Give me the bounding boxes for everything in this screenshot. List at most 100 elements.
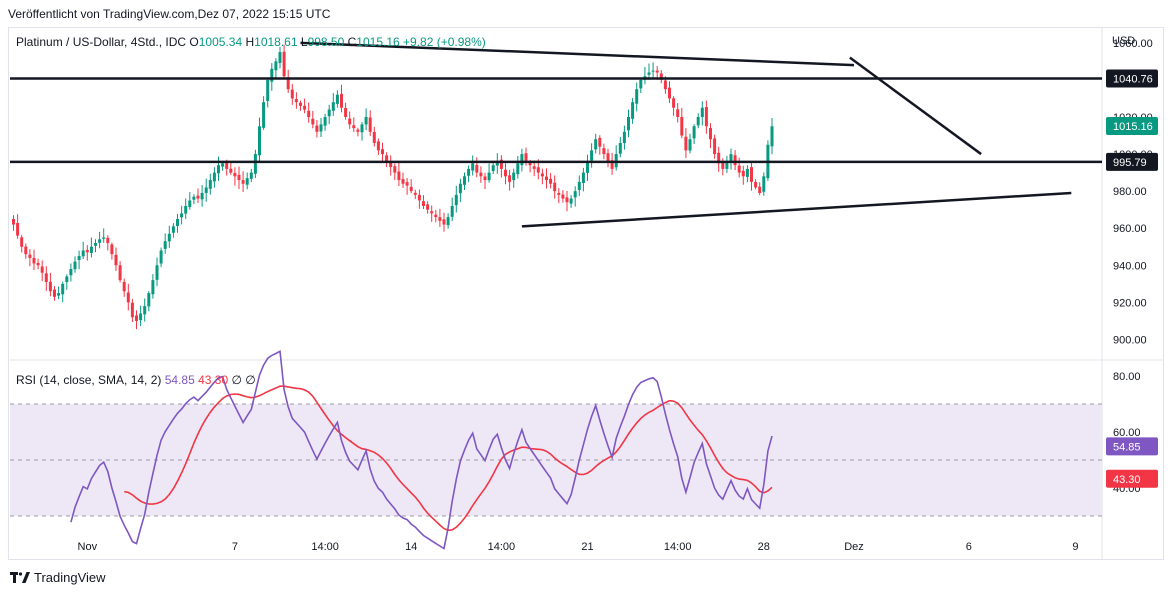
footer-brand[interactable]: TradingView bbox=[10, 570, 106, 585]
open-value: 1005.34 bbox=[198, 35, 243, 49]
candle-body bbox=[655, 70, 659, 73]
price-tag: 1015.16 bbox=[1106, 116, 1158, 135]
symbol-label: Platinum / US-Dollar, 4Std., IDC bbox=[16, 35, 187, 49]
rsi-tick-label: 60.00 bbox=[1113, 427, 1141, 439]
price-tick-label: 940.00 bbox=[1113, 260, 1147, 272]
candle-body bbox=[483, 176, 487, 181]
candle-body bbox=[598, 137, 602, 147]
tradingview-logo-icon bbox=[10, 571, 30, 583]
candle-body bbox=[258, 126, 261, 156]
candle-body bbox=[249, 172, 253, 179]
candle-body bbox=[663, 80, 667, 90]
candle-body bbox=[618, 142, 622, 154]
time-tick-label: Nov bbox=[78, 541, 98, 553]
candle-body bbox=[389, 161, 393, 168]
price-tick-label: 1060.00 bbox=[1113, 38, 1153, 50]
candle-body bbox=[282, 51, 286, 77]
candle-body bbox=[737, 165, 741, 173]
candle-body bbox=[372, 132, 376, 143]
open-label: O bbox=[189, 35, 199, 49]
candle-body bbox=[651, 70, 655, 72]
candle-body bbox=[376, 141, 380, 151]
time-axis: Nov 7 14:00 14 14:00 21 14:00 28 Dez 6 9 bbox=[78, 541, 1079, 553]
candle-body bbox=[454, 194, 458, 206]
candle-body bbox=[48, 281, 52, 292]
candle-body bbox=[89, 246, 93, 253]
candle-body bbox=[176, 218, 179, 227]
rsi-legend[interactable]: RSI (14, close, SMA, 14, 2) 54.85 43.30 … bbox=[16, 373, 256, 387]
candle-body bbox=[245, 178, 249, 185]
candle-body bbox=[754, 182, 758, 188]
candle-body bbox=[126, 292, 130, 303]
candle-body bbox=[602, 148, 606, 155]
candle-body bbox=[586, 161, 589, 173]
low-label: L bbox=[300, 35, 308, 49]
rsi-value: 54.85 bbox=[164, 373, 195, 387]
candle-body bbox=[569, 198, 573, 204]
time-tick-label: 14 bbox=[405, 541, 417, 553]
rsi-line bbox=[70, 350, 773, 550]
candle-body bbox=[446, 217, 450, 226]
candle-body bbox=[577, 181, 581, 190]
candle-body bbox=[627, 116, 630, 131]
rsi-sma-value: 43.30 bbox=[198, 373, 229, 387]
candle-body bbox=[528, 162, 532, 166]
time-tick-label: 28 bbox=[758, 541, 770, 553]
candle-body bbox=[221, 163, 225, 167]
candle-body bbox=[57, 293, 61, 296]
published-caption: Veröffentlicht von TradingView.com,Dez 0… bbox=[8, 7, 331, 21]
price-tag-bg bbox=[1106, 116, 1158, 135]
candle-body bbox=[467, 168, 471, 176]
candle-body bbox=[512, 172, 516, 181]
price-tag-bg bbox=[1106, 152, 1158, 171]
candle-body bbox=[750, 167, 753, 182]
candle-body bbox=[155, 265, 159, 280]
candle-body bbox=[545, 176, 548, 181]
price-tag-text: 995.79 bbox=[1113, 157, 1147, 169]
candle-body bbox=[102, 237, 106, 239]
candle-body bbox=[65, 276, 69, 283]
candle-body bbox=[549, 178, 553, 184]
price-tick-label: 980.00 bbox=[1113, 186, 1147, 198]
candle-body bbox=[331, 102, 335, 111]
ascending-trendline bbox=[521, 191, 1072, 228]
candle-body bbox=[713, 138, 717, 155]
candle-body bbox=[196, 195, 200, 199]
candle-body bbox=[114, 254, 118, 266]
candle-body bbox=[32, 258, 36, 264]
candle-body bbox=[401, 179, 405, 184]
candle-body bbox=[110, 244, 114, 255]
time-tick-label: Dez bbox=[844, 541, 864, 553]
candle-body bbox=[98, 239, 102, 243]
candle-body bbox=[700, 107, 704, 117]
candle-body bbox=[426, 204, 430, 210]
candle-body bbox=[311, 118, 315, 125]
candle-body bbox=[692, 126, 696, 139]
candle-body bbox=[487, 172, 491, 181]
candle-body bbox=[44, 273, 48, 282]
price-tick-label: 900.00 bbox=[1113, 334, 1147, 346]
chart-frame bbox=[8, 27, 1164, 560]
candle-body bbox=[40, 266, 44, 273]
candle-body bbox=[524, 153, 528, 162]
candle-body bbox=[368, 117, 372, 132]
candle-body bbox=[151, 280, 155, 295]
main-legend[interactable]: Platinum / US-Dollar, 4Std., IDC O1005.3… bbox=[16, 35, 486, 49]
candle-body bbox=[647, 72, 651, 75]
candle-body bbox=[253, 154, 257, 174]
candle-body bbox=[286, 77, 290, 90]
candle-body bbox=[135, 315, 138, 321]
candlestick-series bbox=[12, 44, 774, 330]
candle-body bbox=[188, 200, 192, 208]
rsi-tag-text: 54.85 bbox=[1113, 441, 1141, 453]
candle-body bbox=[53, 289, 56, 297]
candle-body bbox=[696, 116, 700, 126]
candle-body bbox=[348, 118, 352, 125]
close-value: 1015.16 bbox=[356, 35, 400, 49]
rsi-title: RSI (14, close, SMA, 14, 2) bbox=[16, 373, 162, 387]
descending-trendline bbox=[849, 56, 982, 156]
candle-body bbox=[20, 237, 24, 247]
candle-body bbox=[561, 194, 565, 199]
candle-body bbox=[335, 94, 339, 104]
